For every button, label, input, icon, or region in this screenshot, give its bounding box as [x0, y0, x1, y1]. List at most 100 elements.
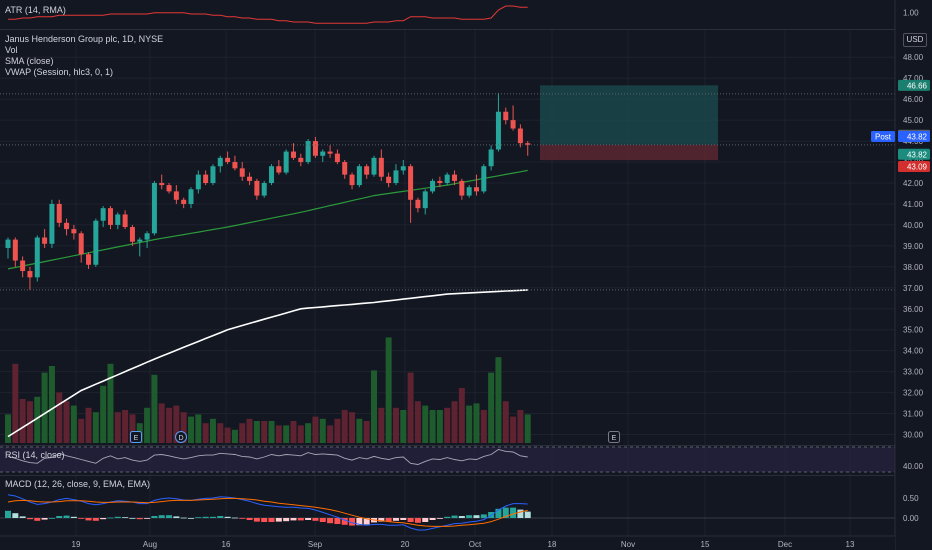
- volume-bars: [5, 337, 531, 443]
- candle: [444, 172, 450, 186]
- candle: [327, 145, 333, 158]
- currency-selector[interactable]: USD: [903, 33, 927, 47]
- candle-body: [371, 157, 377, 175]
- candle-body: [459, 180, 465, 196]
- volume-bar: [56, 392, 63, 443]
- event-marker[interactable]: E: [130, 431, 142, 443]
- event-marker[interactable]: E: [608, 431, 620, 443]
- candle: [305, 138, 311, 165]
- post-price-bg: [898, 130, 930, 142]
- candle-body: [400, 166, 406, 171]
- macd-hist-bar: [202, 516, 209, 518]
- price-tick-label: 42.00: [903, 179, 924, 188]
- pane-separator-macd[interactable]: [0, 475, 895, 476]
- candle-body: [34, 237, 40, 278]
- candle-body: [408, 166, 414, 200]
- macd-hist-bar: [151, 516, 158, 518]
- candle: [195, 170, 201, 194]
- macd-hist-bar: [122, 517, 129, 518]
- pane-separator-atr[interactable]: [0, 29, 895, 30]
- volume-bar: [209, 418, 216, 443]
- macd-hist-bar: [349, 518, 356, 526]
- candle: [342, 159, 348, 179]
- stop-price-tag-bg: [898, 160, 930, 172]
- price-tick-label: 47.00: [903, 74, 924, 83]
- macd-hist-bar: [451, 515, 458, 518]
- candle: [254, 178, 260, 200]
- macd-line[interactable]: [7, 494, 528, 531]
- volume-bar: [422, 405, 429, 443]
- macd-hist-bar: [305, 518, 312, 520]
- last-price-tag: 43.82: [907, 150, 928, 159]
- event-marker[interactable]: D: [175, 431, 187, 443]
- candle-body: [5, 239, 11, 248]
- rsi-tick-label: 40.00: [903, 462, 924, 471]
- last-price-tag-bg: [898, 148, 930, 160]
- macd-hist-bar: [173, 516, 180, 518]
- atr-line[interactable]: [8, 5, 528, 24]
- macd-hist-bar: [188, 518, 194, 519]
- volume-bar: [312, 416, 319, 443]
- candle-body: [137, 239, 143, 242]
- candle-body: [269, 166, 275, 184]
- macd-hist-bar: [312, 518, 319, 521]
- candle: [378, 149, 384, 181]
- candle-body: [159, 183, 165, 186]
- price-tick-label: 31.00: [903, 410, 924, 419]
- candle-body: [210, 166, 216, 184]
- vwap-line[interactable]: [7, 169, 528, 270]
- volume-bar: [378, 407, 385, 443]
- volume-bar: [451, 401, 458, 443]
- position-loss-zone[interactable]: [540, 144, 718, 161]
- candle: [283, 149, 289, 175]
- price-tick-label: 39.00: [903, 242, 924, 251]
- candle-body: [415, 199, 421, 209]
- volume-bar: [129, 414, 136, 443]
- price-axis[interactable]: 48.0047.0046.0045.0044.0043.0042.0041.00…: [894, 0, 932, 550]
- sma-line[interactable]: [7, 289, 528, 438]
- macd-hist-bar: [290, 518, 297, 521]
- volume-bar: [151, 374, 158, 443]
- candle: [400, 159, 406, 175]
- macd-hist-bar: [63, 515, 70, 518]
- time-axis[interactable]: 19 Aug 16 Sep 20 Oct 18 Nov 15 Dec 13: [0, 535, 895, 550]
- price-tick-label: 45.00: [903, 116, 924, 125]
- macd-hist-bar: [385, 518, 392, 522]
- macd-signal-line[interactable]: [7, 497, 528, 527]
- main-legend[interactable]: Janus Henderson Group plc, 1D, NYSE Vol …: [5, 34, 163, 78]
- volume-bar: [268, 421, 275, 443]
- candle-body: [115, 214, 121, 225]
- macd-hist-bar: [275, 518, 282, 522]
- macd-hist-bar: [180, 517, 187, 519]
- volume-bar: [429, 410, 436, 443]
- rsi-line[interactable]: [7, 449, 528, 465]
- candle-body: [225, 157, 231, 163]
- candle-body: [298, 157, 304, 163]
- volume-bar: [239, 423, 246, 443]
- candle-body: [356, 166, 362, 186]
- post-price-label: 43.82: [907, 132, 928, 141]
- candle: [495, 92, 501, 152]
- volume-bar: [473, 403, 480, 443]
- macd-hist-bar: [195, 517, 202, 518]
- candle-body: [181, 199, 187, 204]
- candle-body: [495, 111, 501, 150]
- rsi-legend[interactable]: RSI (14, close): [5, 450, 65, 461]
- volume-bar: [510, 416, 517, 443]
- candle-body: [27, 271, 33, 278]
- volume-bar: [502, 401, 509, 443]
- atr-legend[interactable]: ATR (14, RMA): [5, 5, 66, 16]
- pane-separator-rsi[interactable]: [0, 445, 895, 446]
- position-profit-zone[interactable]: [540, 85, 718, 145]
- long-position-tool[interactable]: [540, 85, 718, 161]
- macd-legend[interactable]: MACD (12, 26, close, 9, EMA, EMA): [5, 479, 150, 490]
- candlesticks[interactable]: [5, 92, 531, 290]
- volume-bar: [114, 412, 121, 443]
- candle: [488, 145, 494, 171]
- macd-hist-bar: [517, 509, 524, 518]
- candle: [20, 256, 26, 278]
- candle-body: [437, 180, 443, 184]
- candle: [203, 170, 209, 186]
